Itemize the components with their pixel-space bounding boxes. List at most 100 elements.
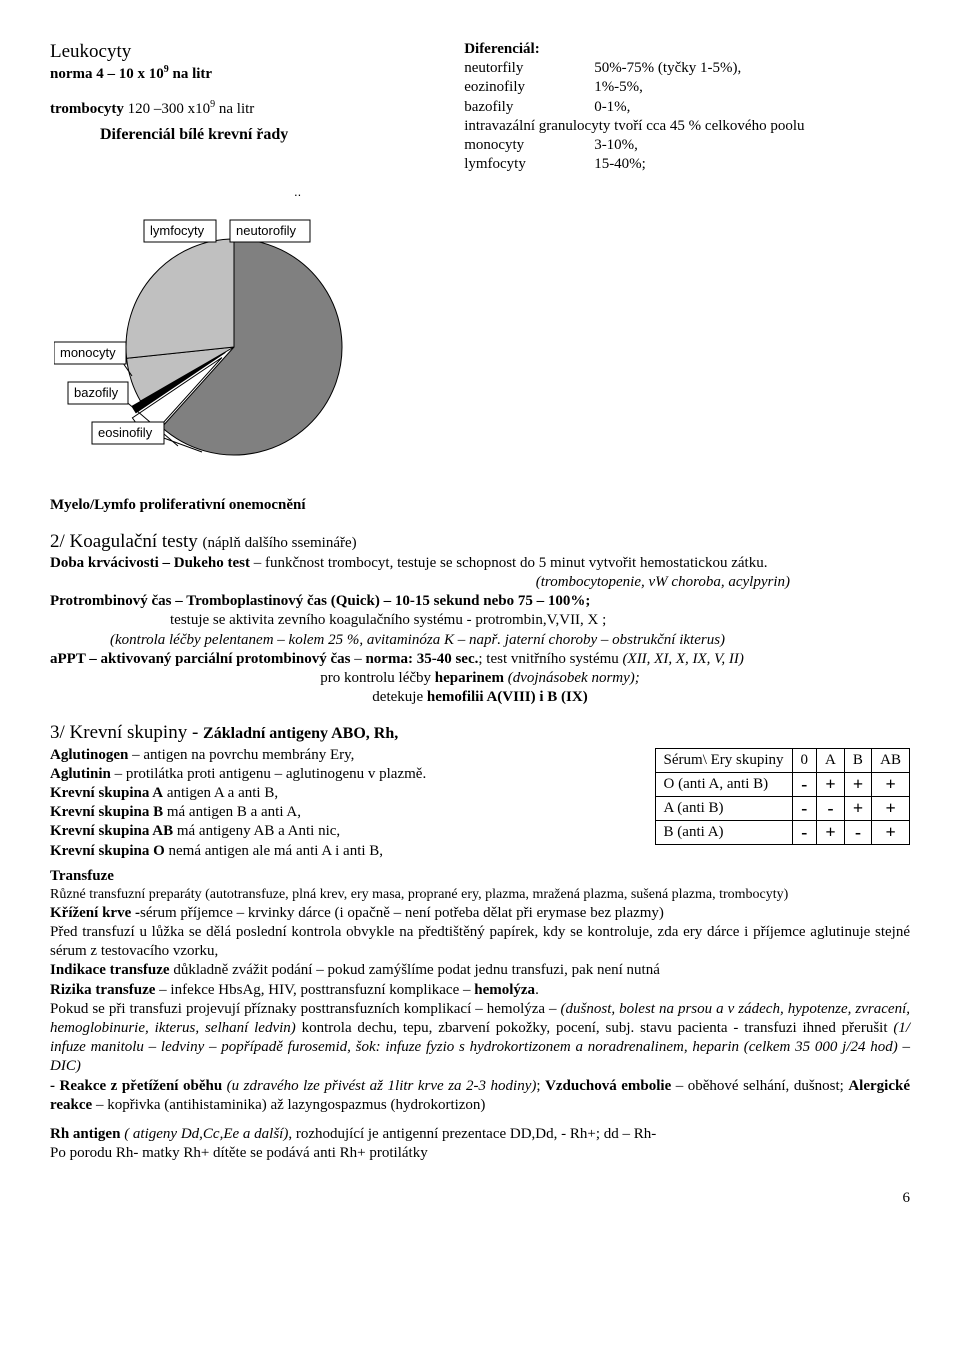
sec3-k3b: má antigeny AB a Anti nic,: [173, 823, 340, 839]
diff-row-label: bazofily: [464, 98, 594, 117]
norm-text: norma 4 – 10 x 10: [50, 66, 164, 82]
transfuze-l9: Po porodu Rh- matky Rh+ dítěte se podává…: [50, 1144, 910, 1163]
sec3-title-pre: 3/ Krevní skupiny -: [50, 722, 203, 743]
sec2-title: 2/ Koagulační testy: [50, 531, 203, 552]
td: A (anti B): [655, 797, 792, 821]
svg-text:eosinofily: eosinofily: [98, 425, 153, 440]
sec3-l1a: Aglutinogen: [50, 747, 128, 763]
transfuze-l1: Různé transfuzní preparáty (autotransfuz…: [50, 886, 910, 904]
diff-row: neutorfily50%-75% (tyčky 1-5%),: [464, 59, 910, 78]
th: 0: [792, 748, 817, 772]
t-l7g: – kopřivka (antihistaminika) až lazyngos…: [92, 1097, 485, 1113]
pie-chart: ..lymfocytyneutorofilymonocytybazofilyeo…: [54, 182, 910, 482]
diff-intra: intravazální granulocyty tvoří cca 45 % …: [464, 117, 910, 136]
td: O (anti A, anti B): [655, 772, 792, 796]
diff-row: lymfocyty15-40%;: [464, 155, 910, 174]
t-l8c: , rozhodující je antigenní prezentace DD…: [288, 1126, 656, 1142]
t-l7e: – oběhové selhání, dušnost;: [671, 1078, 848, 1094]
t-l4b: důkladně zvážit podání – pokud zamýšlíme…: [170, 962, 660, 978]
sec3-l2b: – protilátka proti antigenu – aglutinoge…: [111, 766, 426, 782]
t-l6c: kontrola dechu, tepu, zbarvení pokožky, …: [296, 1020, 894, 1036]
t-l5c: hemolýza: [474, 982, 535, 998]
header-left: Leukocyty norma 4 – 10 x 109 na litr tro…: [50, 40, 454, 174]
t-l7c: ;: [536, 1078, 545, 1094]
sec2-l3f: pro kontrolu léčby heparinem (dvojnásobe…: [50, 669, 910, 688]
td: -: [817, 797, 845, 821]
sec3-l1b: – antigen na povrchu membrány Ery,: [128, 747, 354, 763]
transfuze-l5: Rizika transfuze – infekce HbsAg, HIV, p…: [50, 981, 910, 1000]
sec2-l3: aPPT – aktivovaný parciální protombinový…: [50, 650, 910, 669]
header-right: Diferenciál: neutorfily50%-75% (tyčky 1-…: [464, 40, 910, 174]
norm-unit: na litr: [169, 66, 212, 82]
leukocyty-title: Leukocyty: [50, 40, 454, 64]
sec2-l2c: (kontrola léčby pelentanem – kolem 25 %,…: [50, 631, 910, 650]
diff-row-label: neutorfily: [464, 59, 594, 78]
td: +: [872, 772, 910, 796]
td: +: [872, 821, 910, 845]
diff-row-label: eozinofily: [464, 78, 594, 97]
diff-row: bazofily 0-1%,: [464, 98, 910, 117]
td: +: [844, 797, 871, 821]
th: Sérum\ Ery skupiny: [655, 748, 792, 772]
sec3-title-post: Základní antigeny ABO, Rh,: [203, 725, 398, 742]
transfuze-l3: Před transfuzí u lůžka se dělá poslední …: [50, 923, 910, 961]
diff-row-val: 3-10%,: [594, 136, 910, 155]
table-row: O (anti A, anti B)-+++: [655, 772, 909, 796]
sec3-k1a: Krevní skupina A: [50, 785, 163, 801]
t-l5b: – infekce HbsAg, HIV, posttransfuzní kom…: [155, 982, 474, 998]
transfuze-l4: Indikace transfuze důkladně zvážit podán…: [50, 961, 910, 980]
sec2-l3j: hemofilii A(VIII) i B (IX): [427, 689, 588, 705]
td: +: [872, 797, 910, 821]
sec2-l3a: aPPT – aktivovaný parciální protombinový…: [50, 651, 350, 667]
sec2-l3i-a: detekuje: [372, 689, 427, 705]
sec2-l3e: (XII, XI, X, IX, V, II): [623, 651, 744, 667]
sec3-k2b: má antigen B a anti A,: [163, 804, 301, 820]
t-l7b: (u zdravého lze přivést až 1litr krve za…: [222, 1078, 536, 1094]
page-number: 6: [50, 1189, 910, 1208]
diff-row-val: 50%-75% (tyčky 1-5%),: [594, 59, 910, 78]
td: -: [792, 772, 817, 796]
td: +: [844, 772, 871, 796]
transfuze-l7: - Reakce z přetížení oběhu (u zdravého l…: [50, 1077, 910, 1115]
sec2-l2a: Protrombinový čas – Tromboplastinový čas…: [50, 592, 910, 611]
sec3-l2a: Aglutinin: [50, 766, 111, 782]
td: +: [817, 821, 845, 845]
sec2-l3f-a: pro kontrolu léčby: [320, 670, 435, 686]
table-row: Sérum\ Ery skupiny 0 A B AB: [655, 748, 909, 772]
t-l5d: .: [535, 982, 539, 998]
sec2-l3b: –: [350, 651, 365, 667]
transfuze-l6: Pokud se při transfuzi projevují příznak…: [50, 1000, 910, 1077]
diff-row-label: monocyty: [464, 136, 594, 155]
trombocyty-line: trombocyty 120 –300 x109 na litr: [50, 99, 454, 119]
blood-table: Sérum\ Ery skupiny 0 A B AB O (anti A, a…: [655, 748, 910, 846]
td: +: [817, 772, 845, 796]
diff-row: monocyty3-10%,: [464, 136, 910, 155]
diff-row-val: 1%-5%,: [594, 78, 910, 97]
sec3-k3a: Krevní skupina AB: [50, 823, 173, 839]
tromb-unit: na litr: [215, 101, 254, 117]
t-l8b: ( atigeny Dd,Cc,Ee a další): [120, 1126, 288, 1142]
sec3-title: 3/ Krevní skupiny -: [50, 722, 203, 743]
pie-svg: ..lymfocytyneutorofilymonocytybazofilyeo…: [54, 182, 474, 482]
t-l2b: sérum příjemce – krvinky dárce (i opačně…: [140, 905, 664, 921]
sec2-l3i: detekuje hemofilii A(VIII) i B (IX): [50, 688, 910, 707]
diff-left-title: Diferenciál bílé krevní řady: [100, 125, 454, 145]
td: -: [792, 797, 817, 821]
sec2-body: Doba krvácivosti – Dukeho test – funkčno…: [50, 554, 910, 708]
td: B (anti A): [655, 821, 792, 845]
t-l7d: Vzduchová embolie: [545, 1078, 671, 1094]
t-l5a: Rizika transfuze: [50, 982, 155, 998]
diff-title: Diferenciál:: [464, 40, 910, 59]
th: B: [844, 748, 871, 772]
t-l6a: Pokud se při transfuzi projevují příznak…: [50, 1001, 561, 1017]
sec3-k4b: nemá antigen ale má anti A i anti B,: [165, 843, 383, 859]
leukocyty-norm: norma 4 – 10 x 109 na litr: [50, 64, 454, 84]
t-l8a: Rh antigen: [50, 1126, 120, 1142]
tromb-lbl: trombocyty: [50, 101, 124, 117]
th: A: [817, 748, 845, 772]
section-3: 3/ Krevní skupiny - Základní antigeny AB…: [50, 721, 910, 745]
sec3-k1b: antigen A a anti B,: [163, 785, 278, 801]
sec2-title-post: (náplň dalšího ssemináře): [203, 535, 357, 551]
sec2-title-pre: 2/ Koagulační testy: [50, 531, 203, 552]
diff-row: eozinofily 1%-5%,: [464, 78, 910, 97]
